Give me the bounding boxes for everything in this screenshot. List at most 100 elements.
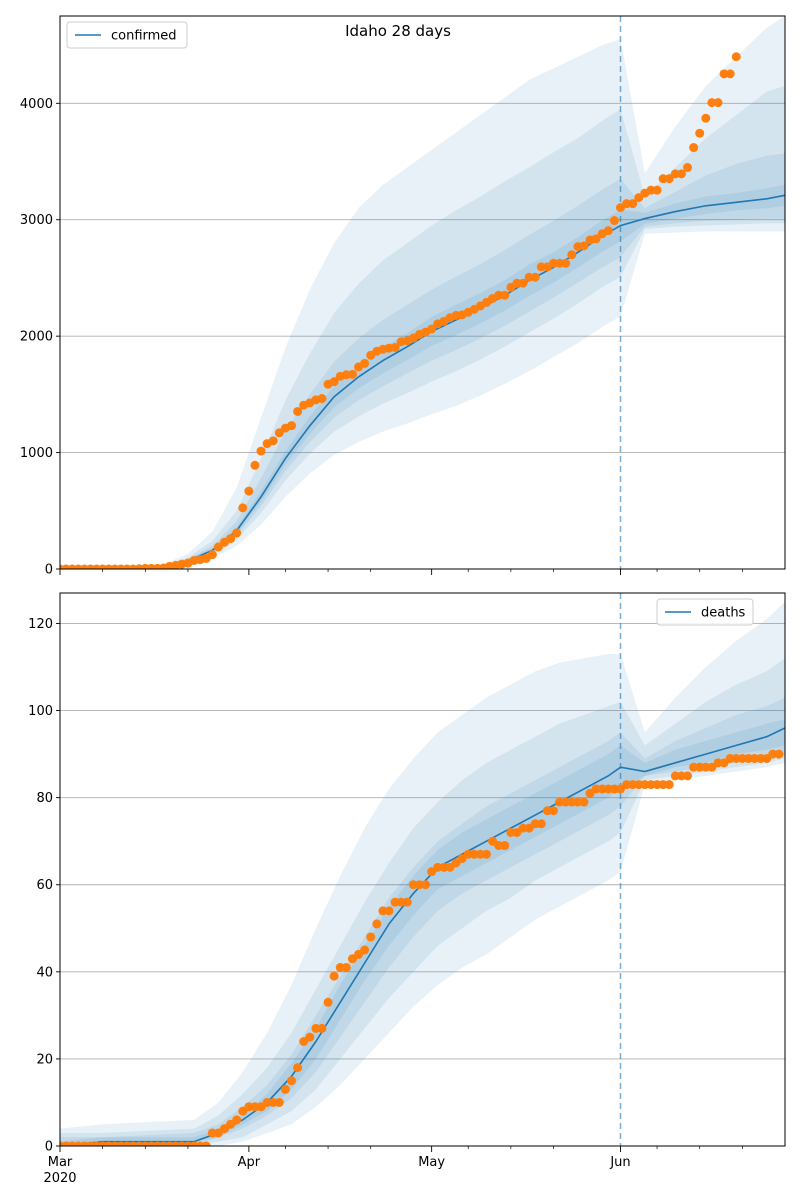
y-tick-label: 2000 bbox=[20, 330, 53, 345]
y-tick-label: 3000 bbox=[20, 213, 53, 228]
observed-point bbox=[750, 0, 759, 5]
observed-point bbox=[768, 0, 777, 5]
observed-point bbox=[481, 849, 491, 859]
observed-point bbox=[244, 486, 254, 496]
observed-point bbox=[360, 358, 370, 368]
observed-point bbox=[500, 841, 510, 851]
observed-point bbox=[713, 98, 723, 108]
observed-point bbox=[731, 52, 741, 62]
observed-point bbox=[360, 945, 370, 955]
y-tick-label: 0 bbox=[45, 1140, 53, 1155]
observed-point bbox=[652, 185, 662, 195]
x-tick-label: May bbox=[418, 1155, 445, 1170]
observed-point bbox=[213, 542, 223, 552]
observed-point bbox=[664, 780, 674, 790]
uncertainty-band bbox=[60, 697, 785, 1146]
observed-point bbox=[372, 919, 382, 929]
uncertainty-band bbox=[60, 601, 785, 1146]
x-tick-label: Jun bbox=[609, 1155, 630, 1170]
observed-point bbox=[548, 806, 558, 816]
observed-point bbox=[268, 436, 278, 446]
y-tick-label: 0 bbox=[45, 563, 53, 578]
y-tick-label: 4000 bbox=[20, 97, 53, 112]
observed-point bbox=[695, 128, 705, 138]
x-tick-year-label: 2020 bbox=[43, 1171, 76, 1186]
observed-point bbox=[250, 460, 260, 470]
observed-point bbox=[561, 258, 571, 268]
observed-point bbox=[201, 1141, 211, 1146]
observed-point bbox=[317, 1023, 327, 1033]
observed-point bbox=[323, 997, 333, 1007]
observed-point bbox=[579, 797, 589, 807]
y-tick-label: 80 bbox=[36, 791, 53, 806]
plot-area bbox=[60, 593, 785, 1146]
legend: confirmed bbox=[66, 21, 188, 49]
y-tick-label: 1000 bbox=[20, 446, 53, 461]
observed-point bbox=[530, 272, 540, 282]
observed-point bbox=[762, 0, 771, 5]
observed-point bbox=[347, 369, 357, 379]
observed-point bbox=[329, 377, 339, 387]
observed-point bbox=[256, 446, 266, 456]
observed-point bbox=[232, 528, 242, 538]
x-tick-label: Mar bbox=[48, 1155, 73, 1170]
observed-point bbox=[329, 971, 339, 981]
observed-point bbox=[591, 234, 601, 244]
observed-point bbox=[390, 342, 400, 352]
y-tick-label: 20 bbox=[36, 1052, 53, 1067]
chart-title: Idaho 28 days bbox=[345, 22, 451, 40]
legend-box bbox=[656, 598, 754, 626]
legend: deaths bbox=[656, 598, 754, 626]
observed-point bbox=[774, 0, 783, 5]
observed-point bbox=[207, 550, 217, 560]
uncertainty-band bbox=[60, 658, 785, 1146]
uncertainty-band bbox=[60, 153, 785, 569]
observed-point bbox=[427, 324, 437, 334]
x-tick-label: Apr bbox=[238, 1155, 261, 1170]
observed-point bbox=[774, 749, 784, 759]
observed-point bbox=[676, 169, 686, 179]
observed-point bbox=[366, 932, 376, 942]
observed-point bbox=[287, 1076, 297, 1086]
observed-point bbox=[317, 394, 327, 404]
y-tick-label: 40 bbox=[36, 965, 53, 980]
observed-point bbox=[421, 880, 431, 890]
observed-point bbox=[725, 69, 735, 79]
observed-point bbox=[274, 428, 284, 438]
observed-point bbox=[518, 278, 528, 288]
observed-point bbox=[628, 199, 638, 209]
observed-point bbox=[579, 241, 589, 251]
observed-point bbox=[384, 906, 394, 916]
observed-point bbox=[701, 113, 711, 123]
observed-point bbox=[756, 0, 765, 5]
uncertainty-band bbox=[60, 16, 785, 569]
legend-box bbox=[66, 21, 188, 49]
observed-point bbox=[689, 143, 699, 153]
legend-label: confirmed bbox=[111, 29, 177, 44]
plot-area bbox=[60, 0, 785, 569]
y-tick-label: 60 bbox=[36, 878, 53, 893]
observed-point bbox=[683, 162, 693, 172]
observed-point bbox=[293, 406, 303, 416]
observed-point bbox=[280, 1084, 290, 1094]
observed-point bbox=[744, 0, 753, 5]
confirmed-panel: 0 1000 2000 3000 4000 confirmed bbox=[20, 0, 786, 578]
observed-point bbox=[609, 216, 619, 226]
observed-point bbox=[738, 0, 747, 5]
observed-point bbox=[293, 1063, 303, 1073]
y-tick-label: 100 bbox=[28, 704, 53, 719]
observed-point bbox=[238, 503, 248, 513]
axes-frame bbox=[59, 592, 786, 1147]
observed-point bbox=[274, 1097, 284, 1107]
legend-label: deaths bbox=[701, 606, 746, 621]
observed-point bbox=[232, 1115, 242, 1125]
observed-point bbox=[683, 771, 693, 781]
y-tick-label: 120 bbox=[28, 617, 53, 632]
observed-point bbox=[305, 1032, 315, 1042]
observed-point bbox=[226, 534, 236, 544]
axes-frame bbox=[59, 15, 786, 570]
observed-point bbox=[664, 174, 674, 184]
observed-point bbox=[567, 250, 577, 260]
